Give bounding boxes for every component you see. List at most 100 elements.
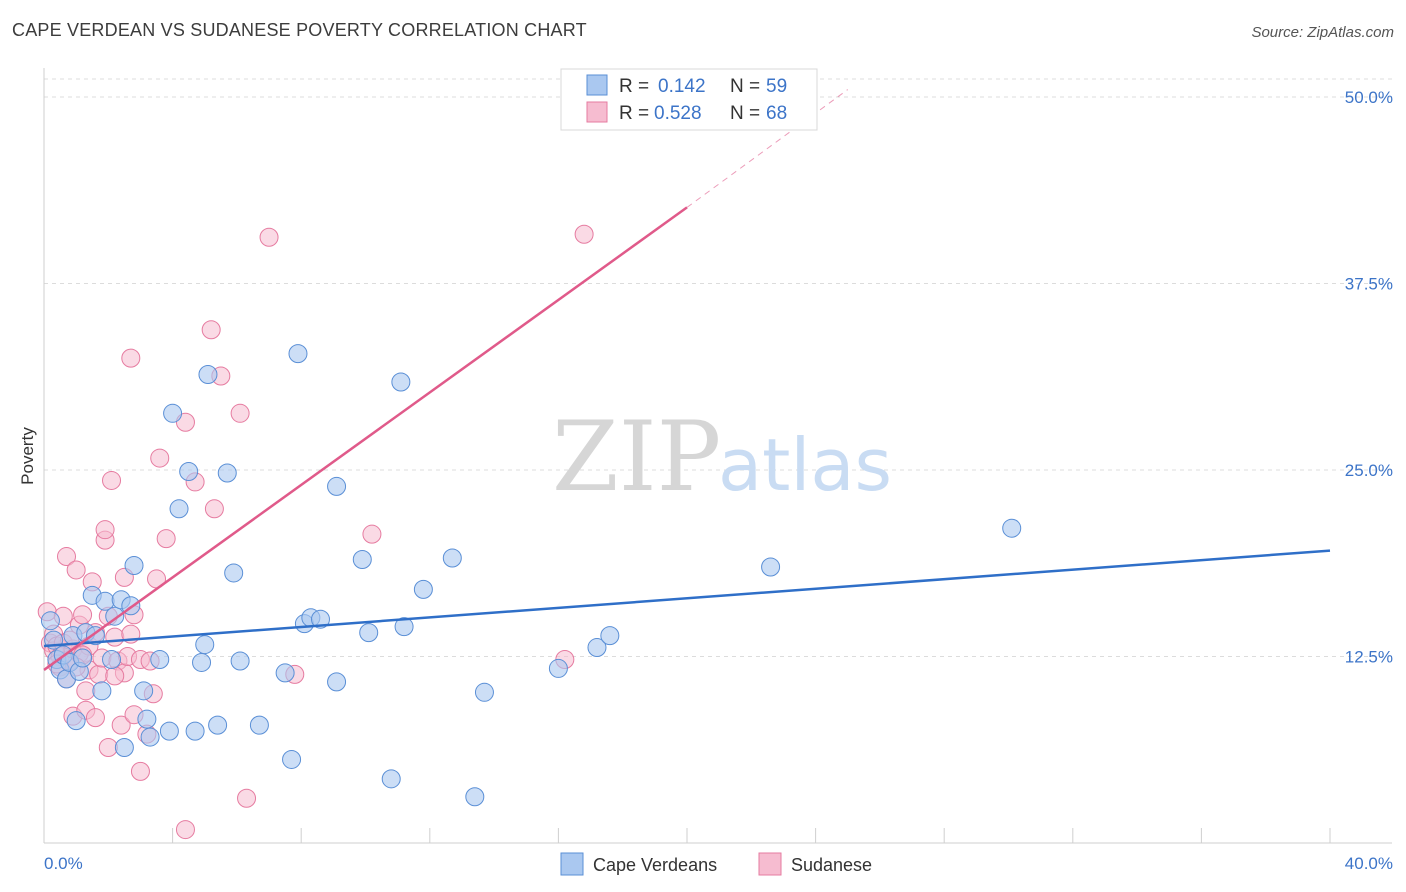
cape-verdean-point-47	[352, 550, 372, 570]
cape-verdean-point-46	[327, 476, 347, 496]
cape-verdean-point-29	[179, 461, 199, 481]
cape-verdean-point-35	[217, 463, 237, 483]
cape-verdean-point-37	[230, 651, 250, 671]
cape-verdean-point-30	[185, 721, 205, 741]
sudanese-point-23	[85, 708, 105, 728]
cape-verdean-point-38	[249, 715, 269, 735]
sudanese-point-10	[57, 547, 77, 567]
cape-verdean-point-8	[66, 711, 86, 731]
cape-verdean-point-40	[282, 749, 302, 769]
legend-swatch-sudanese	[586, 101, 608, 123]
watermark-zip: ZIP	[552, 401, 721, 513]
axes	[43, 68, 1392, 844]
cape-verdean-point-50	[391, 372, 411, 392]
cape-verdean-point-0	[40, 611, 60, 631]
cape-verdean-point-24	[140, 727, 160, 747]
legend-r-value-2: 0.528	[654, 103, 702, 124]
cape-verdean-point-14	[92, 681, 112, 701]
legend-n-label-2: N =	[730, 103, 760, 124]
sudanese-point-60	[362, 524, 382, 544]
cape-verdean-point-32	[195, 635, 215, 655]
sudanese-point-18	[76, 681, 96, 701]
cape-verdean-point-58	[600, 626, 620, 646]
cape-verdean-point-53	[442, 548, 462, 568]
grid-lines	[44, 78, 1392, 657]
cape-verdean-point-22	[134, 681, 154, 701]
y-tick-label-3: 50.0%	[1345, 88, 1393, 107]
cape-verdean-point-10	[73, 648, 93, 668]
sudanese-point-51	[175, 820, 195, 840]
legend-r-value-1: 0.142	[658, 76, 706, 97]
legend-r-label-2: R =	[619, 103, 649, 124]
sudanese-point-56	[230, 403, 250, 423]
cape-verdean-point-51	[394, 617, 414, 637]
tick-labels: 12.5% 25.0% 37.5% 50.0% 0.0% 40.0%	[44, 88, 1393, 873]
cape-verdean-point-54	[465, 787, 485, 807]
source-label: Source: ZipAtlas.com	[1251, 24, 1394, 41]
bottom-legend: Cape Verdeans Sudanese	[560, 852, 872, 876]
sudanese-point-49	[156, 529, 176, 549]
sudanese-point-28	[95, 520, 115, 540]
cape-verdean-point-31	[192, 652, 212, 672]
cape-verdean-point-28	[169, 499, 189, 519]
cape-verdean-point-41	[288, 344, 308, 364]
legend-r-label-1: R =	[619, 76, 649, 97]
sudanese-point-31	[102, 470, 122, 490]
cape-verdean-point-34	[208, 715, 228, 735]
cape-verdean-point-48	[359, 623, 379, 643]
cape-verdean-point-49	[381, 769, 401, 789]
cape-verdean-point-26	[159, 721, 179, 741]
y-axis-title: Poverty	[18, 427, 37, 485]
y-tick-label-0: 12.5%	[1345, 648, 1393, 667]
cape-verdean-point-23	[137, 709, 157, 729]
bottom-legend-swatch-cape-verdeans	[560, 852, 584, 876]
sudanese-point-25	[89, 664, 109, 684]
bottom-legend-cape-verdeans: Cape Verdeans	[593, 855, 717, 875]
chart-title: CAPE VERDEAN VS SUDANESE POVERTY CORRELA…	[12, 20, 587, 40]
legend-n-value-1: 59	[766, 76, 787, 97]
sudanese-point-66	[105, 666, 125, 686]
cape-verdean-point-52	[413, 579, 433, 599]
cape-verdean-point-16	[102, 649, 122, 669]
cape-verdean-point-59	[761, 557, 781, 577]
sudanese-point-54	[204, 499, 224, 519]
sudanese-trend-extension	[686, 89, 849, 208]
sudanese-point-34	[111, 715, 131, 735]
sudanese-point-61	[574, 224, 594, 244]
sudanese-trend-line	[43, 206, 688, 671]
cape-verdean-point-55	[474, 682, 494, 702]
sudanese-point-17	[73, 605, 93, 625]
sudanese-point-57	[237, 788, 257, 808]
cape-verdean-point-19	[114, 738, 134, 758]
sudanese-point-39	[121, 348, 141, 368]
legend-swatch-cape-verdeans	[586, 74, 608, 96]
x-tick-label-min: 0.0%	[44, 854, 83, 873]
cape-verdean-point-39	[275, 663, 295, 683]
sudanese-point-48	[150, 448, 170, 468]
sudanese-point-42	[130, 761, 150, 781]
cape-verdean-point-21	[124, 555, 144, 575]
trend-lines	[43, 89, 1331, 671]
cape-verdean-point-44	[310, 609, 330, 629]
legend-box: R = 0.142 N = 59 R = 0.528 N = 68	[560, 68, 818, 131]
legend-n-value-2: 68	[766, 103, 787, 124]
sudanese-point-58	[259, 227, 279, 247]
cape-verdean-point-57	[587, 638, 607, 658]
sudanese-point-14	[66, 560, 86, 580]
sudanese-point-32	[105, 627, 125, 647]
bottom-legend-swatch-sudanese	[758, 852, 782, 876]
legend-n-label-1: N =	[730, 76, 760, 97]
watermark-atlas: atlas	[718, 423, 892, 507]
cape-verdean-point-25	[150, 649, 170, 669]
x-tick-label-max: 40.0%	[1345, 854, 1393, 873]
cape-verdean-trend-line	[43, 549, 1331, 648]
y-tick-label-2: 37.5%	[1345, 275, 1393, 294]
cape-verdean-point-36	[224, 563, 244, 583]
sudanese-point-29	[98, 738, 118, 758]
cape-verdean-point-27	[163, 403, 183, 423]
bottom-legend-sudanese: Sudanese	[791, 855, 872, 875]
cape-verdean-point-33	[198, 365, 218, 385]
cape-verdean-point-17	[105, 606, 125, 626]
cape-verdean-point-56	[548, 658, 568, 678]
